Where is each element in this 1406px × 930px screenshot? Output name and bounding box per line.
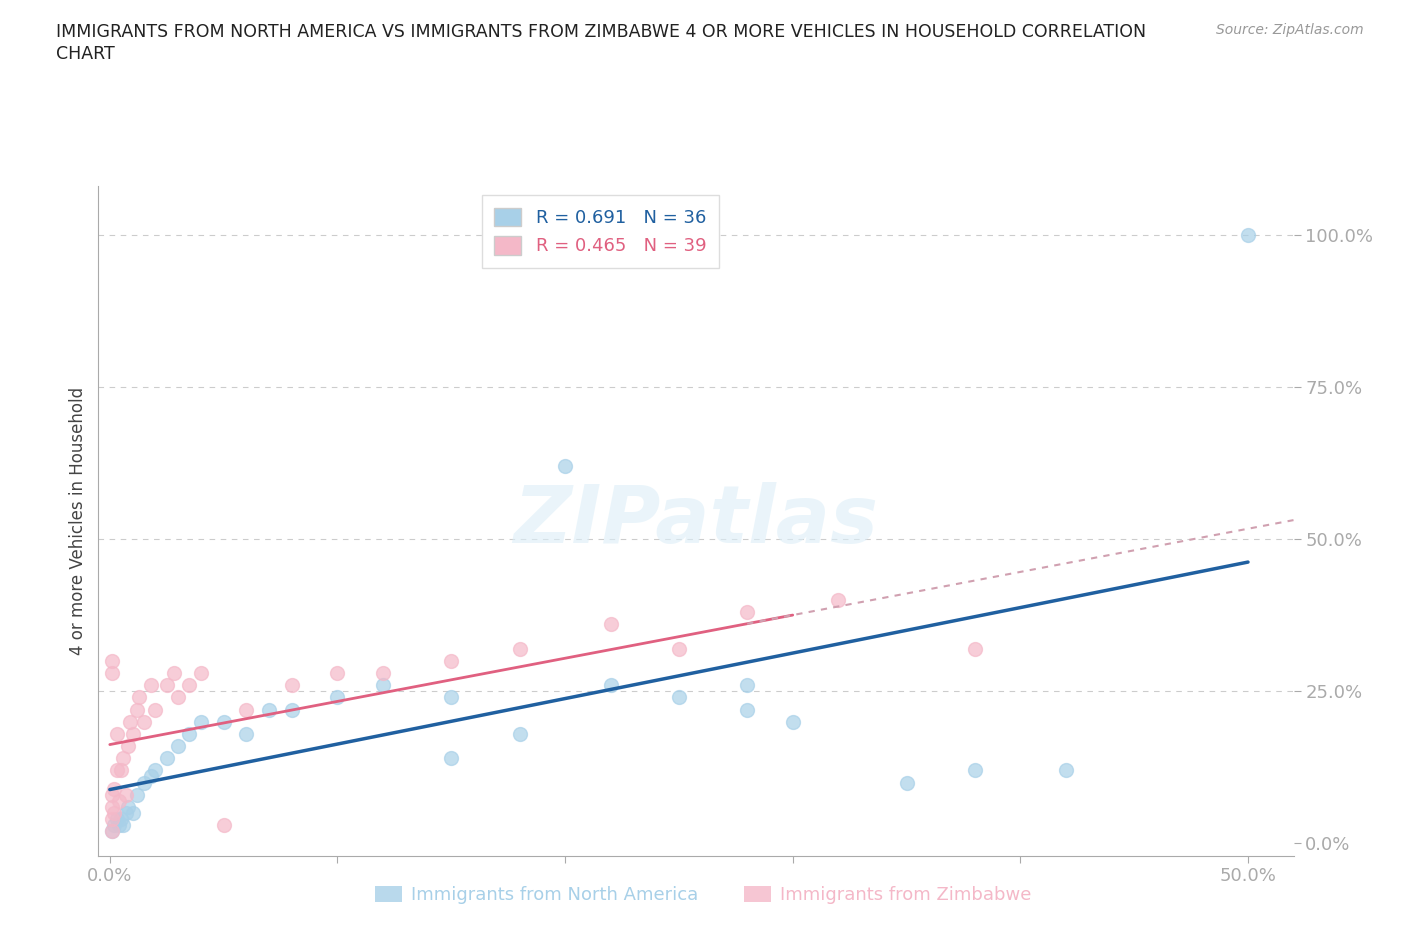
Point	[117, 800, 139, 815]
Point	[112, 817, 135, 832]
Point	[101, 654, 124, 669]
Point	[127, 702, 149, 717]
Point	[128, 690, 150, 705]
Point	[105, 812, 128, 827]
Point	[212, 817, 235, 832]
Point	[139, 678, 162, 693]
Point	[117, 738, 139, 753]
Point	[1054, 763, 1077, 777]
Point	[440, 690, 463, 705]
Point	[127, 788, 149, 803]
Point	[554, 458, 576, 473]
Point	[108, 793, 131, 808]
Point	[120, 714, 142, 729]
Point	[132, 775, 155, 790]
Point	[101, 824, 124, 839]
Text: ZIPatlas: ZIPatlas	[513, 482, 879, 560]
Point	[162, 666, 184, 681]
Point	[896, 775, 918, 790]
Point	[963, 641, 986, 656]
Point	[599, 617, 621, 631]
Point	[326, 690, 349, 705]
Point	[281, 702, 304, 717]
Point	[132, 714, 155, 729]
Point	[110, 812, 132, 827]
Point	[156, 678, 179, 693]
Point	[156, 751, 179, 765]
Point	[599, 678, 621, 693]
Point	[668, 690, 690, 705]
Point	[212, 714, 235, 729]
Text: CHART: CHART	[56, 45, 115, 62]
Text: IMMIGRANTS FROM NORTH AMERICA VS IMMIGRANTS FROM ZIMBABWE 4 OR MORE VEHICLES IN : IMMIGRANTS FROM NORTH AMERICA VS IMMIGRA…	[56, 23, 1146, 41]
Point	[167, 690, 190, 705]
Point	[101, 800, 124, 815]
Point	[190, 666, 212, 681]
Point	[281, 678, 304, 693]
Point	[735, 678, 758, 693]
Point	[440, 751, 463, 765]
Point	[105, 726, 128, 741]
Point	[1237, 227, 1260, 242]
Point	[101, 666, 124, 681]
Point	[167, 738, 190, 753]
Point	[139, 769, 162, 784]
Point	[371, 666, 394, 681]
Point	[735, 702, 758, 717]
Text: Source: ZipAtlas.com: Source: ZipAtlas.com	[1216, 23, 1364, 37]
Point	[121, 726, 143, 741]
Point	[121, 805, 143, 820]
Point	[440, 654, 463, 669]
Point	[668, 641, 690, 656]
Point	[509, 726, 531, 741]
Legend: Immigrants from North America, Immigrants from Zimbabwe: Immigrants from North America, Immigrant…	[368, 879, 1038, 911]
Point	[179, 678, 201, 693]
Point	[735, 604, 758, 619]
Point	[963, 763, 986, 777]
Y-axis label: 4 or more Vehicles in Household: 4 or more Vehicles in Household	[69, 387, 87, 655]
Point	[101, 824, 124, 839]
Point	[114, 805, 136, 820]
Legend: R = 0.691   N = 36, R = 0.465   N = 39: R = 0.691 N = 36, R = 0.465 N = 39	[482, 195, 718, 268]
Point	[112, 751, 135, 765]
Point	[143, 763, 166, 777]
Point	[143, 702, 166, 717]
Point	[371, 678, 394, 693]
Point	[827, 592, 849, 607]
Point	[103, 805, 125, 820]
Point	[103, 817, 125, 832]
Point	[101, 788, 124, 803]
Point	[114, 788, 136, 803]
Point	[179, 726, 201, 741]
Point	[101, 812, 124, 827]
Point	[103, 781, 125, 796]
Point	[110, 763, 132, 777]
Point	[190, 714, 212, 729]
Point	[326, 666, 349, 681]
Point	[235, 702, 257, 717]
Point	[108, 817, 131, 832]
Point	[235, 726, 257, 741]
Point	[782, 714, 804, 729]
Point	[257, 702, 280, 717]
Point	[509, 641, 531, 656]
Point	[105, 763, 128, 777]
